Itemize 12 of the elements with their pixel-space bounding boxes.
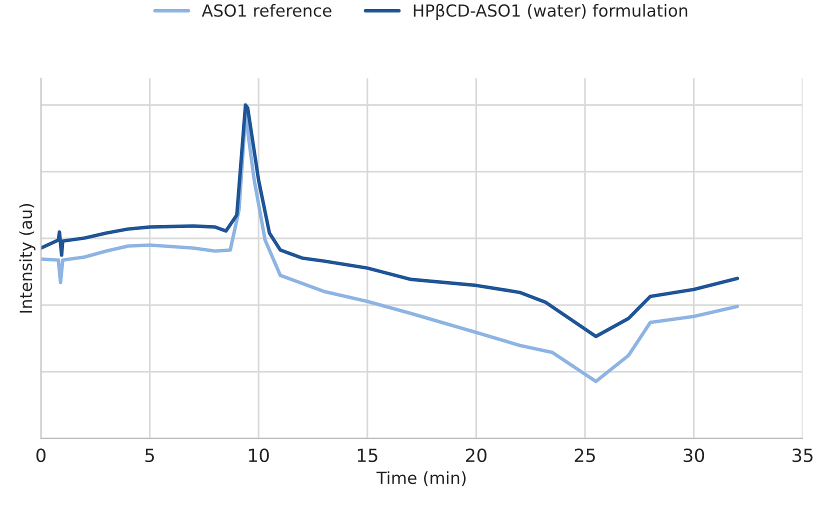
x-tick-label: 30 — [684, 448, 704, 462]
y-axis-title: Intensity (au) — [19, 204, 36, 313]
x-tick-label: 25 — [574, 448, 595, 462]
x-tick-label: 20 — [466, 448, 486, 462]
x-tick-label: 35 — [792, 448, 813, 462]
x-axis-title: Time (min) — [376, 471, 466, 486]
x-tick-label: 15 — [358, 448, 378, 462]
x-tick-label: 5 — [145, 448, 154, 462]
legend-label: ASO1 reference — [202, 4, 332, 17]
legend-label: HPβCD-ASO1 (water) formulation — [414, 4, 688, 20]
x-tick-label: 10 — [249, 448, 269, 462]
x-tick-label: 0 — [36, 448, 46, 462]
